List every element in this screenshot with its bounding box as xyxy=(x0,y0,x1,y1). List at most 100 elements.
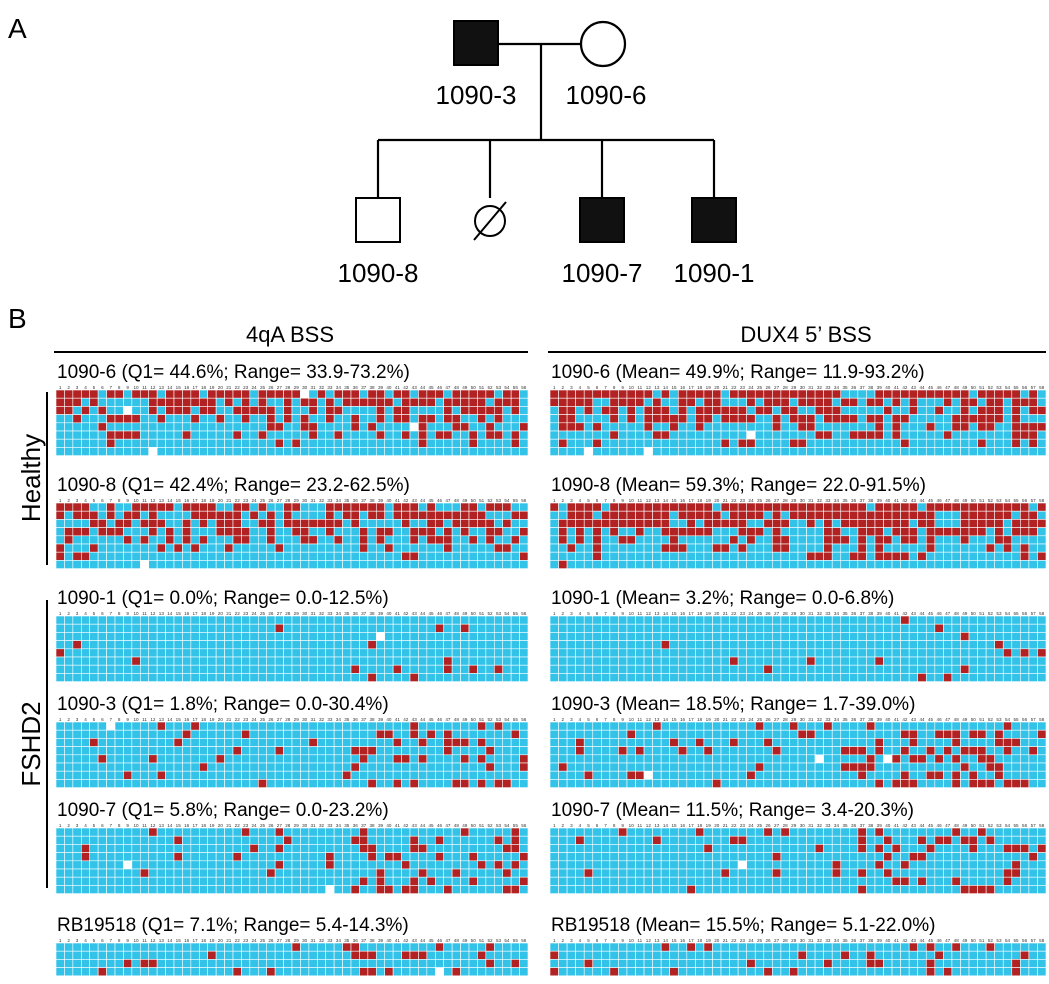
unmethylated-cpg-cell xyxy=(190,876,200,886)
unmethylated-cpg-cell xyxy=(342,729,352,739)
methylated-cpg-cell xyxy=(686,527,696,537)
methylated-cpg-cell xyxy=(418,510,428,520)
unmethylated-cpg-cell xyxy=(669,844,679,853)
unmethylated-cpg-cell xyxy=(643,560,653,569)
unmethylated-cpg-cell xyxy=(566,430,576,440)
unmethylated-cpg-cell xyxy=(985,721,995,731)
unmethylated-cpg-cell xyxy=(806,623,816,633)
unmethylated-cpg-cell xyxy=(190,885,200,894)
unmethylated-cpg-cell xyxy=(207,770,217,780)
methylated-cpg-cell xyxy=(1020,844,1030,853)
unmethylated-cpg-cell xyxy=(384,835,394,845)
unmethylated-cpg-cell xyxy=(908,746,919,756)
unmethylated-cpg-cell xyxy=(224,746,234,756)
unmethylated-cpg-cell xyxy=(198,422,209,432)
unmethylated-cpg-cell xyxy=(806,648,816,658)
unmethylated-cpg-cell xyxy=(1002,447,1013,456)
unmethylated-cpg-cell xyxy=(951,430,961,440)
unmethylated-cpg-cell xyxy=(519,860,529,870)
unmethylated-cpg-cell xyxy=(806,535,816,545)
methylated-cpg-cell xyxy=(198,502,209,512)
unmethylated-cpg-cell xyxy=(418,762,428,772)
cpg-index-label: 44 xyxy=(919,385,925,390)
methylated-cpg-cell xyxy=(131,389,141,399)
unmethylated-cpg-cell xyxy=(350,844,360,853)
unmethylated-cpg-cell xyxy=(375,746,386,756)
methylated-cpg-cell xyxy=(994,502,1004,512)
unmethylated-cpg-cell xyxy=(148,438,158,448)
methylated-cpg-cell xyxy=(643,502,653,512)
cpg-index-label: 31 xyxy=(808,498,814,503)
unmethylated-cpg-cell xyxy=(300,876,310,886)
unmethylated-cpg-cell xyxy=(951,560,961,569)
unmethylated-cpg-cell xyxy=(325,746,335,756)
methylated-cpg-cell xyxy=(840,510,850,520)
methylated-cpg-cell xyxy=(333,406,343,415)
unmethylated-cpg-cell xyxy=(549,640,559,650)
unmethylated-cpg-cell xyxy=(592,615,602,625)
unmethylated-cpg-cell xyxy=(635,852,645,862)
methylated-cpg-cell xyxy=(257,502,268,512)
methylated-cpg-cell xyxy=(224,519,234,528)
methylated-cpg-cell xyxy=(772,397,782,407)
methylated-cpg-cell xyxy=(575,519,585,528)
unmethylated-cpg-cell xyxy=(1020,438,1030,448)
unmethylated-cpg-cell xyxy=(131,406,141,415)
unmethylated-cpg-cell xyxy=(477,648,487,658)
cpg-index-label: 36 xyxy=(851,611,857,616)
methylated-cpg-cell xyxy=(806,551,816,561)
methylated-cpg-cell xyxy=(806,519,816,528)
unmethylated-cpg-cell xyxy=(316,551,327,561)
unmethylated-cpg-cell xyxy=(409,746,419,756)
cpg-index-label: 34 xyxy=(834,385,840,390)
methylated-cpg-cell xyxy=(232,430,242,440)
unmethylated-cpg-cell xyxy=(502,447,512,456)
methylated-cpg-cell xyxy=(874,527,884,537)
unmethylated-cpg-cell xyxy=(451,673,461,682)
methylated-cpg-cell xyxy=(968,502,978,512)
unmethylated-cpg-cell xyxy=(266,430,276,440)
unmethylated-cpg-cell xyxy=(1002,414,1013,424)
unmethylated-cpg-cell xyxy=(64,447,74,456)
unmethylated-cpg-cell xyxy=(97,510,107,520)
unmethylated-cpg-cell xyxy=(549,656,559,666)
unmethylated-cpg-cell xyxy=(720,770,730,780)
unmethylated-cpg-cell xyxy=(207,640,217,650)
unmethylated-cpg-cell xyxy=(712,746,722,756)
unmethylated-cpg-cell xyxy=(566,527,576,537)
cpg-index-label: 26 xyxy=(268,498,274,503)
unmethylated-cpg-cell xyxy=(80,827,91,837)
cpg-index-label: 22 xyxy=(731,717,737,722)
cpg-index-label: 26 xyxy=(766,385,772,390)
unmethylated-cpg-cell xyxy=(695,623,705,633)
unmethylated-cpg-cell xyxy=(720,551,730,561)
unmethylated-cpg-cell xyxy=(401,868,411,878)
unmethylated-cpg-cell xyxy=(477,527,487,537)
methylated-cpg-cell xyxy=(695,510,705,520)
cpg-index-label: 10 xyxy=(134,823,140,828)
unmethylated-cpg-cell xyxy=(806,447,816,456)
methylated-cpg-cell xyxy=(566,422,576,432)
unmethylated-cpg-cell xyxy=(97,664,107,674)
unmethylated-cpg-cell xyxy=(89,438,99,448)
methylated-cpg-cell xyxy=(401,551,411,561)
unmethylated-cpg-cell xyxy=(643,754,653,764)
unmethylated-cpg-cell xyxy=(789,447,799,456)
unmethylated-cpg-cell xyxy=(460,860,470,870)
methylated-cpg-cell xyxy=(367,389,377,399)
cpg-index-label: 38 xyxy=(370,717,376,722)
unmethylated-cpg-cell xyxy=(97,738,107,747)
unmethylated-cpg-cell xyxy=(1028,640,1038,650)
unmethylated-cpg-cell xyxy=(960,754,970,764)
unmethylated-cpg-cell xyxy=(106,535,116,545)
unmethylated-cpg-cell xyxy=(274,510,284,520)
cpg-index-label: 30 xyxy=(800,717,806,722)
unmethylated-cpg-cell xyxy=(359,779,369,788)
methylated-cpg-cell xyxy=(1011,502,1021,512)
methylated-cpg-cell xyxy=(592,502,602,512)
unmethylated-cpg-cell xyxy=(123,640,133,650)
cpg-index-label: 46 xyxy=(437,717,443,722)
unmethylated-cpg-cell xyxy=(156,673,166,682)
unmethylated-cpg-cell xyxy=(566,827,576,837)
unmethylated-cpg-cell xyxy=(720,779,730,788)
